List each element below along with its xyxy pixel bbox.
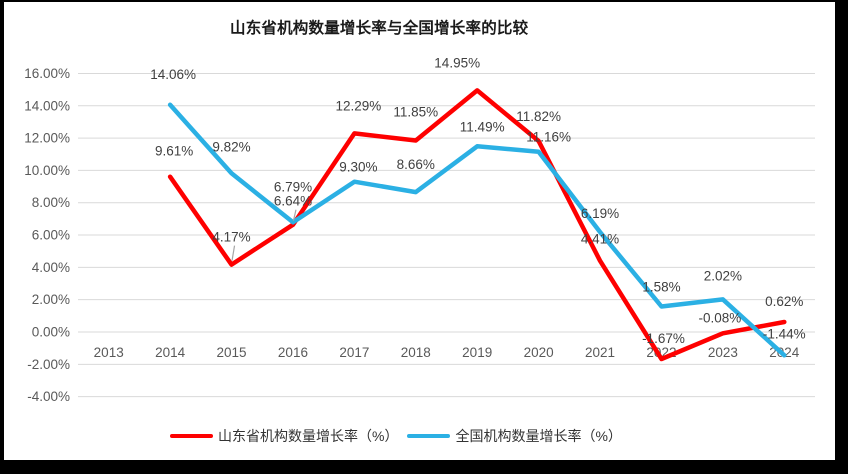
data-label-series1: 11.49%	[460, 119, 505, 134]
label-leader-line	[292, 209, 297, 221]
legend: 山东省机构数量增长率（%） 全国机构数量增长率（%）	[170, 426, 622, 446]
y-tick-label: 16.00%	[24, 66, 70, 81]
legend-item-shandong: 山东省机构数量增长率（%）	[170, 426, 398, 446]
data-label-series0: -1.67%	[642, 331, 685, 346]
y-tick-label: 2.00%	[32, 292, 70, 307]
x-axis-label: 2014	[155, 345, 186, 360]
x-axis-label: 2023	[708, 345, 738, 360]
data-label-series0: 4.17%	[212, 230, 250, 245]
data-label-series0: 11.82%	[516, 109, 561, 124]
data-label-series1: 8.66%	[397, 157, 435, 172]
legend-swatch-national-icon	[407, 433, 451, 439]
y-tick-label: 4.00%	[32, 260, 70, 275]
label-leader-line	[231, 245, 236, 261]
data-label-series0: 12.29%	[335, 98, 381, 113]
y-tick-label: 10.00%	[24, 163, 70, 178]
data-label-series1: 11.16%	[526, 130, 571, 145]
x-axis-label: 2013	[94, 345, 124, 360]
x-axis-label: 2018	[401, 345, 431, 360]
data-label-series1: 2.02%	[704, 268, 742, 283]
data-label-series0: 4.41%	[581, 232, 619, 247]
x-axis-label: 2016	[278, 345, 308, 360]
x-axis-label: 2019	[462, 345, 492, 360]
legend-label-shandong: 山东省机构数量增长率（%）	[218, 428, 399, 444]
data-label-series0: 9.61%	[155, 144, 193, 159]
data-label-series0: 11.85%	[393, 105, 438, 120]
x-axis-label: 2017	[339, 345, 369, 360]
data-label-series1: -1.44%	[763, 326, 806, 341]
data-label-series1: 6.19%	[581, 206, 619, 221]
data-label-series0: 0.62%	[765, 294, 803, 309]
y-tick-label: -2.00%	[27, 357, 70, 372]
x-axis-label: 2020	[524, 345, 554, 360]
legend-item-national: 全国机构数量增长率（%）	[407, 426, 622, 446]
series-line-0	[167, 88, 787, 362]
data-label-series1: 9.30%	[339, 160, 377, 175]
y-tick-label: 14.00%	[24, 98, 70, 113]
x-axis-label: 2015	[217, 345, 247, 360]
y-tick-label: 6.00%	[32, 228, 70, 243]
data-label-series1: 6.79%	[274, 179, 312, 194]
legend-label-national: 全国机构数量增长率（%）	[455, 428, 622, 444]
y-tick-label: 0.00%	[32, 325, 70, 340]
x-axis-label: 2021	[585, 345, 615, 360]
data-label-series0: 14.95%	[434, 55, 480, 70]
data-label-series1: 14.06%	[150, 67, 196, 82]
chart-area	[4, 2, 835, 460]
data-label-series0: 6.64%	[274, 194, 312, 209]
data-label-series1: 9.82%	[212, 139, 250, 154]
y-tick-label: -4.00%	[27, 389, 70, 404]
chart-title: 山东省机构数量增长率与全国增长率的比较	[230, 20, 529, 37]
y-tick-label: 12.00%	[24, 131, 70, 146]
legend-swatch-shandong-icon	[170, 433, 213, 439]
data-label-series1: 1.58%	[642, 279, 680, 294]
y-tick-label: 8.00%	[32, 195, 70, 210]
series-line-1	[167, 102, 787, 358]
data-label-series0: -0.08%	[698, 310, 741, 325]
